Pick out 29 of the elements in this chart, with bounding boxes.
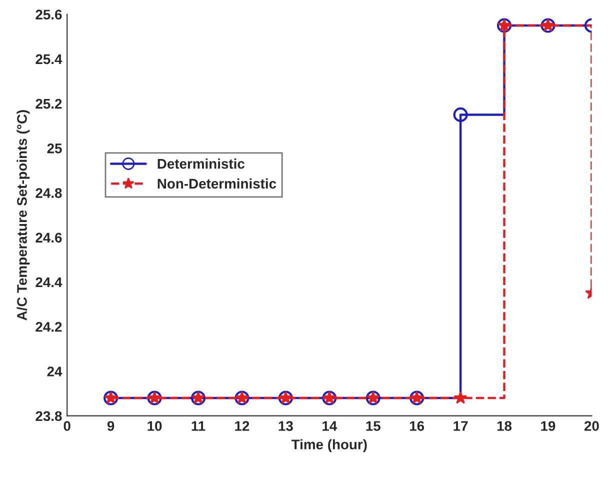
y-tick-label: 24.6 (36, 232, 62, 243)
x-tick-label: 11 (192, 421, 206, 431)
y-tick-label: 24.8 (36, 188, 62, 198)
y-axis-title: A/C Temperature Set-points (°C) (16, 110, 30, 320)
point (453, 107, 468, 122)
x-tick-label: 13 (278, 421, 293, 431)
y-tick-label: 24 (47, 366, 62, 376)
y-tick-label: 25 (47, 144, 62, 154)
x-tick-label: 14 (322, 421, 338, 431)
point (454, 391, 468, 404)
y-tick-label: 24.4 (36, 277, 62, 288)
y-tick-label: 25.4 (36, 54, 62, 64)
y-tick-label: 24.2 (36, 322, 62, 332)
x-tick-label: 20 (584, 421, 599, 431)
y-tick-label: 25.6 (36, 10, 62, 20)
x-axis-title: Time (hour) (291, 439, 367, 452)
legend-label: Non-Deterministic (158, 178, 276, 189)
x-tick-label: 17 (454, 421, 468, 431)
x-tick-label: 16 (410, 421, 424, 431)
x-tick-label: 18 (497, 421, 512, 431)
y-tick-label: 25.2 (36, 98, 62, 109)
x-tick-label: 12 (235, 421, 250, 431)
legend-label: Deterministic (158, 158, 244, 169)
x-tick-label: 19 (541, 421, 556, 431)
x-tick-label: 9 (107, 421, 114, 431)
x-tick-label: 15 (366, 421, 380, 431)
x-tick-label: 10 (148, 421, 162, 431)
x-tick-label: 0 (64, 421, 70, 431)
y-tick-label: 23.8 (36, 411, 62, 422)
